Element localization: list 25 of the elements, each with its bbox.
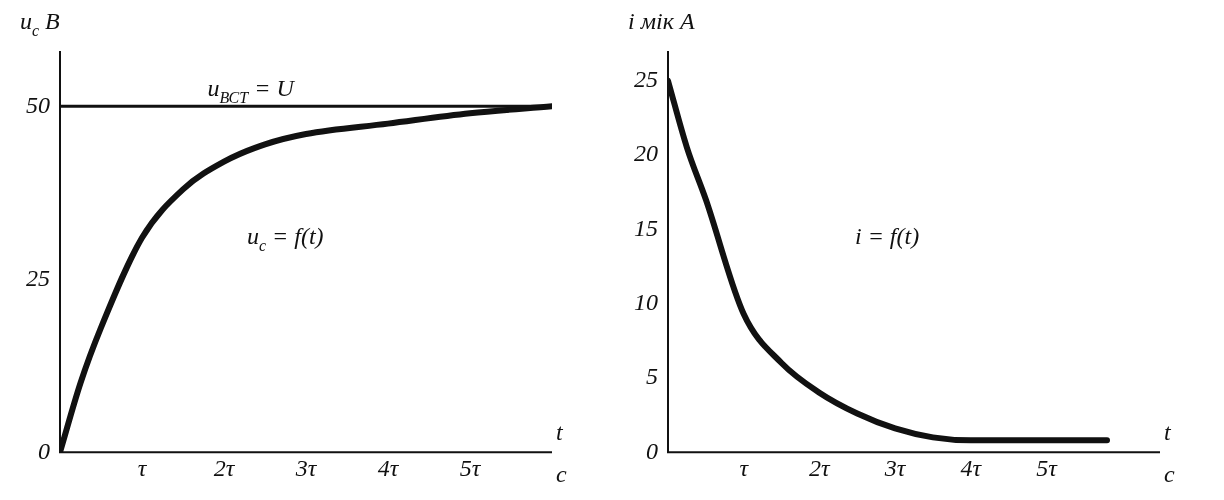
x-tick-label: 2τ <box>213 454 236 481</box>
y-tick-label: 5 <box>646 363 658 390</box>
y-tick-label: 50 <box>26 91 50 118</box>
y-tick-label: 0 <box>38 437 50 464</box>
text: c <box>1164 461 1175 488</box>
text: c <box>556 461 567 488</box>
x-axis-title: t <box>556 419 564 446</box>
x-tick-label: 3τ <box>883 454 907 481</box>
x-tick-label: 5τ <box>459 454 482 481</box>
y-tick-label: 10 <box>634 288 658 315</box>
x-axis-title: t <box>1164 419 1172 446</box>
y-tick-label: 0 <box>646 437 658 464</box>
annotation: i = f(t) <box>854 222 920 249</box>
y-axis-title: i мік А <box>628 8 695 34</box>
y-tick-label: 20 <box>634 140 658 167</box>
x-tick-label: 5τ <box>1036 454 1059 481</box>
x-tick-label: τ <box>137 454 148 481</box>
x-tick-label: 3τ <box>294 454 318 481</box>
x-tick-label: 2τ <box>809 454 832 481</box>
y-tick-label: 25 <box>26 264 50 291</box>
x-tick-label: 4τ <box>960 454 983 481</box>
y-tick-label: 15 <box>634 214 658 241</box>
x-tick-label: τ <box>739 454 750 481</box>
y-tick-label: 25 <box>634 66 658 93</box>
x-tick-label: 4τ <box>377 454 400 481</box>
